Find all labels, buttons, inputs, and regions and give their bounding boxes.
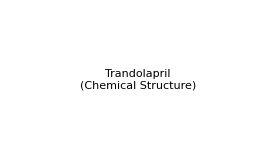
Text: Trandolapril
(Chemical Structure): Trandolapril (Chemical Structure)	[80, 69, 196, 90]
